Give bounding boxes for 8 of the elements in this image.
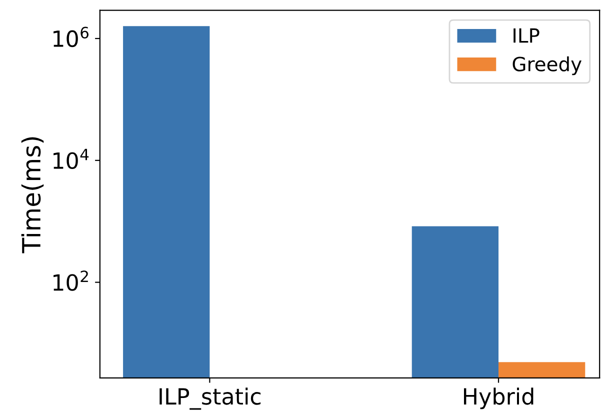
x-tick-label: Hybrid [464,388,534,410]
x-tick-label: ILP_static [160,388,261,410]
y-axis-title: Time(ms) [21,137,44,254]
legend-label: ILP [514,28,540,43]
y-tick-label: 10$^{2}$ [54,270,88,291]
legend-label: Greedy [512,56,582,76]
y-tick-label: 10$^{4}$ [54,148,89,170]
y-tick-label: 10$^{6}$ [54,26,89,48]
